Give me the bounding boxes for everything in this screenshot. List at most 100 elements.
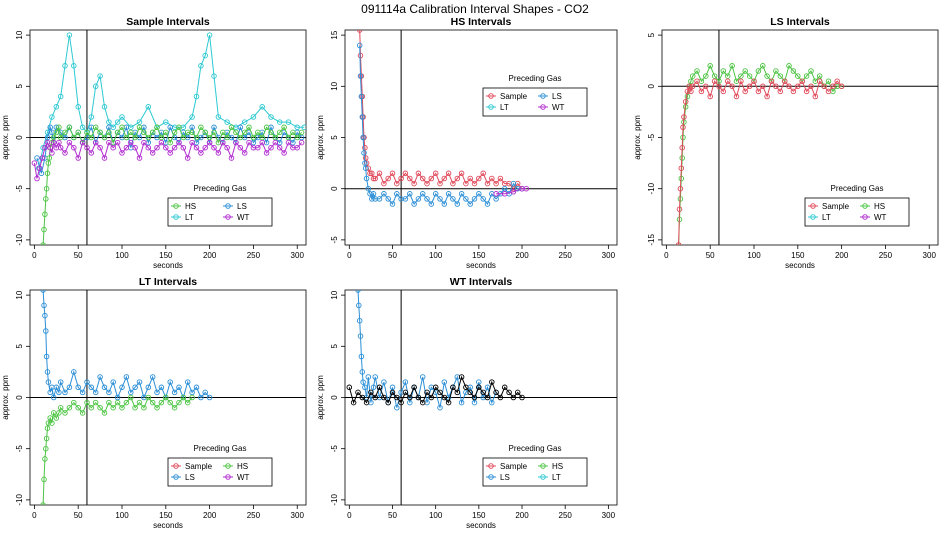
series-sample-point xyxy=(454,175,461,182)
series-sample-point xyxy=(808,83,814,90)
series-hs-point xyxy=(123,399,130,406)
series-ls-point xyxy=(445,191,452,197)
series-hs-point xyxy=(88,134,95,141)
series-hs-point xyxy=(79,410,86,416)
series-hs-point xyxy=(803,73,810,79)
series-wt-point xyxy=(432,384,439,391)
data-layer xyxy=(31,32,306,245)
series-wt-point xyxy=(233,139,239,146)
series-wt-point xyxy=(158,139,165,146)
series-hs-point xyxy=(211,129,217,136)
series-sample-point xyxy=(389,170,396,177)
legend-swatch-point xyxy=(225,474,231,480)
series-sample-point xyxy=(381,180,387,187)
series-ls-point xyxy=(489,399,495,406)
series-wt-point xyxy=(445,399,452,406)
x-tick-label: 200 xyxy=(203,511,217,520)
x-tick-label: 200 xyxy=(835,251,849,260)
series-ls-point xyxy=(198,394,204,401)
series-ls-point xyxy=(365,374,372,380)
series-sample-point xyxy=(411,180,417,187)
series-sample-line xyxy=(359,30,523,190)
series-wt-point xyxy=(50,139,57,146)
series-wt-point xyxy=(49,150,55,156)
series-ls-point xyxy=(407,399,413,406)
series-wt-point xyxy=(167,150,173,156)
y-tick-label: 5 xyxy=(15,84,24,89)
series-ls-point xyxy=(385,196,391,202)
series-wt-point xyxy=(66,139,73,146)
series-sample-point xyxy=(764,93,770,100)
series-hs-point xyxy=(193,134,200,141)
series-wt-point xyxy=(101,155,108,161)
series-sample-point xyxy=(803,88,810,95)
series-wt-point xyxy=(145,144,152,151)
series-ls-point xyxy=(47,124,53,131)
series-sample-point xyxy=(680,124,686,131)
series-sample-point xyxy=(742,88,748,95)
series-ls-point xyxy=(437,196,443,202)
series-sample-point xyxy=(437,180,443,187)
legend-entry-label: HS xyxy=(237,462,248,471)
series-wt-point xyxy=(211,144,217,151)
series-wt-point xyxy=(441,394,448,401)
legend-entry-label: Sample xyxy=(822,202,850,211)
series-wt-point xyxy=(184,155,191,161)
series-wt-point xyxy=(220,139,226,146)
series-hs-point xyxy=(136,399,143,406)
series-hs-point xyxy=(97,129,103,136)
series-ls-point xyxy=(428,201,435,207)
x-tick-label: 100 xyxy=(115,511,129,520)
series-ls-point xyxy=(484,201,491,207)
series-wt-point xyxy=(263,150,270,156)
series-wt-point xyxy=(276,144,283,151)
y-tick-label: 5 xyxy=(647,32,656,37)
series-ls-point xyxy=(167,124,173,131)
series-hs-point xyxy=(88,404,95,411)
x-axis-label: seconds xyxy=(466,521,496,530)
series-hs-point xyxy=(777,73,784,79)
series-ls-point xyxy=(362,160,368,166)
y-tick-label: -15 xyxy=(647,234,656,246)
series-ls-point xyxy=(119,384,125,391)
x-tick-label: 0 xyxy=(32,511,37,520)
series-hs-point xyxy=(47,415,53,421)
series-ls-point xyxy=(510,180,517,187)
series-wt-point xyxy=(259,139,265,146)
series-hs-point xyxy=(45,160,52,166)
series-hs-point xyxy=(43,196,49,202)
series-wt-point xyxy=(255,144,261,151)
legend-swatch-point xyxy=(540,93,546,99)
series-wt-point xyxy=(79,139,86,146)
series-lt-point xyxy=(224,119,230,125)
series-lt-point xyxy=(71,63,77,69)
series-lt-point xyxy=(92,83,99,90)
series-hs-point xyxy=(75,129,81,136)
series-wt-point xyxy=(47,144,53,151)
series-sample-point xyxy=(684,88,691,95)
series-wt-point xyxy=(415,394,422,401)
y-tick-label: -10 xyxy=(15,234,24,246)
legend-swatch-point xyxy=(810,214,816,220)
series-sample-point xyxy=(432,170,439,177)
series-hs-point xyxy=(114,129,121,136)
series-hs-point xyxy=(276,129,283,136)
x-tick-label: 250 xyxy=(879,251,893,260)
series-ls-point xyxy=(50,394,57,401)
legend-swatch-point xyxy=(225,214,231,220)
panel-title: WT Intervals xyxy=(450,276,513,288)
series-hs-point xyxy=(132,404,138,411)
data-layer xyxy=(356,30,530,207)
series-hs-point xyxy=(189,394,195,401)
series-wt-point xyxy=(31,160,38,166)
series-ls-point xyxy=(358,93,365,100)
series-hs-point xyxy=(167,399,173,406)
series-ls-point xyxy=(437,404,443,411)
series-ls-point xyxy=(114,394,121,401)
series-lt-point xyxy=(97,73,103,79)
series-hs-point xyxy=(703,73,709,79)
series-wt-point xyxy=(519,394,525,401)
series-wt-point xyxy=(376,384,383,391)
